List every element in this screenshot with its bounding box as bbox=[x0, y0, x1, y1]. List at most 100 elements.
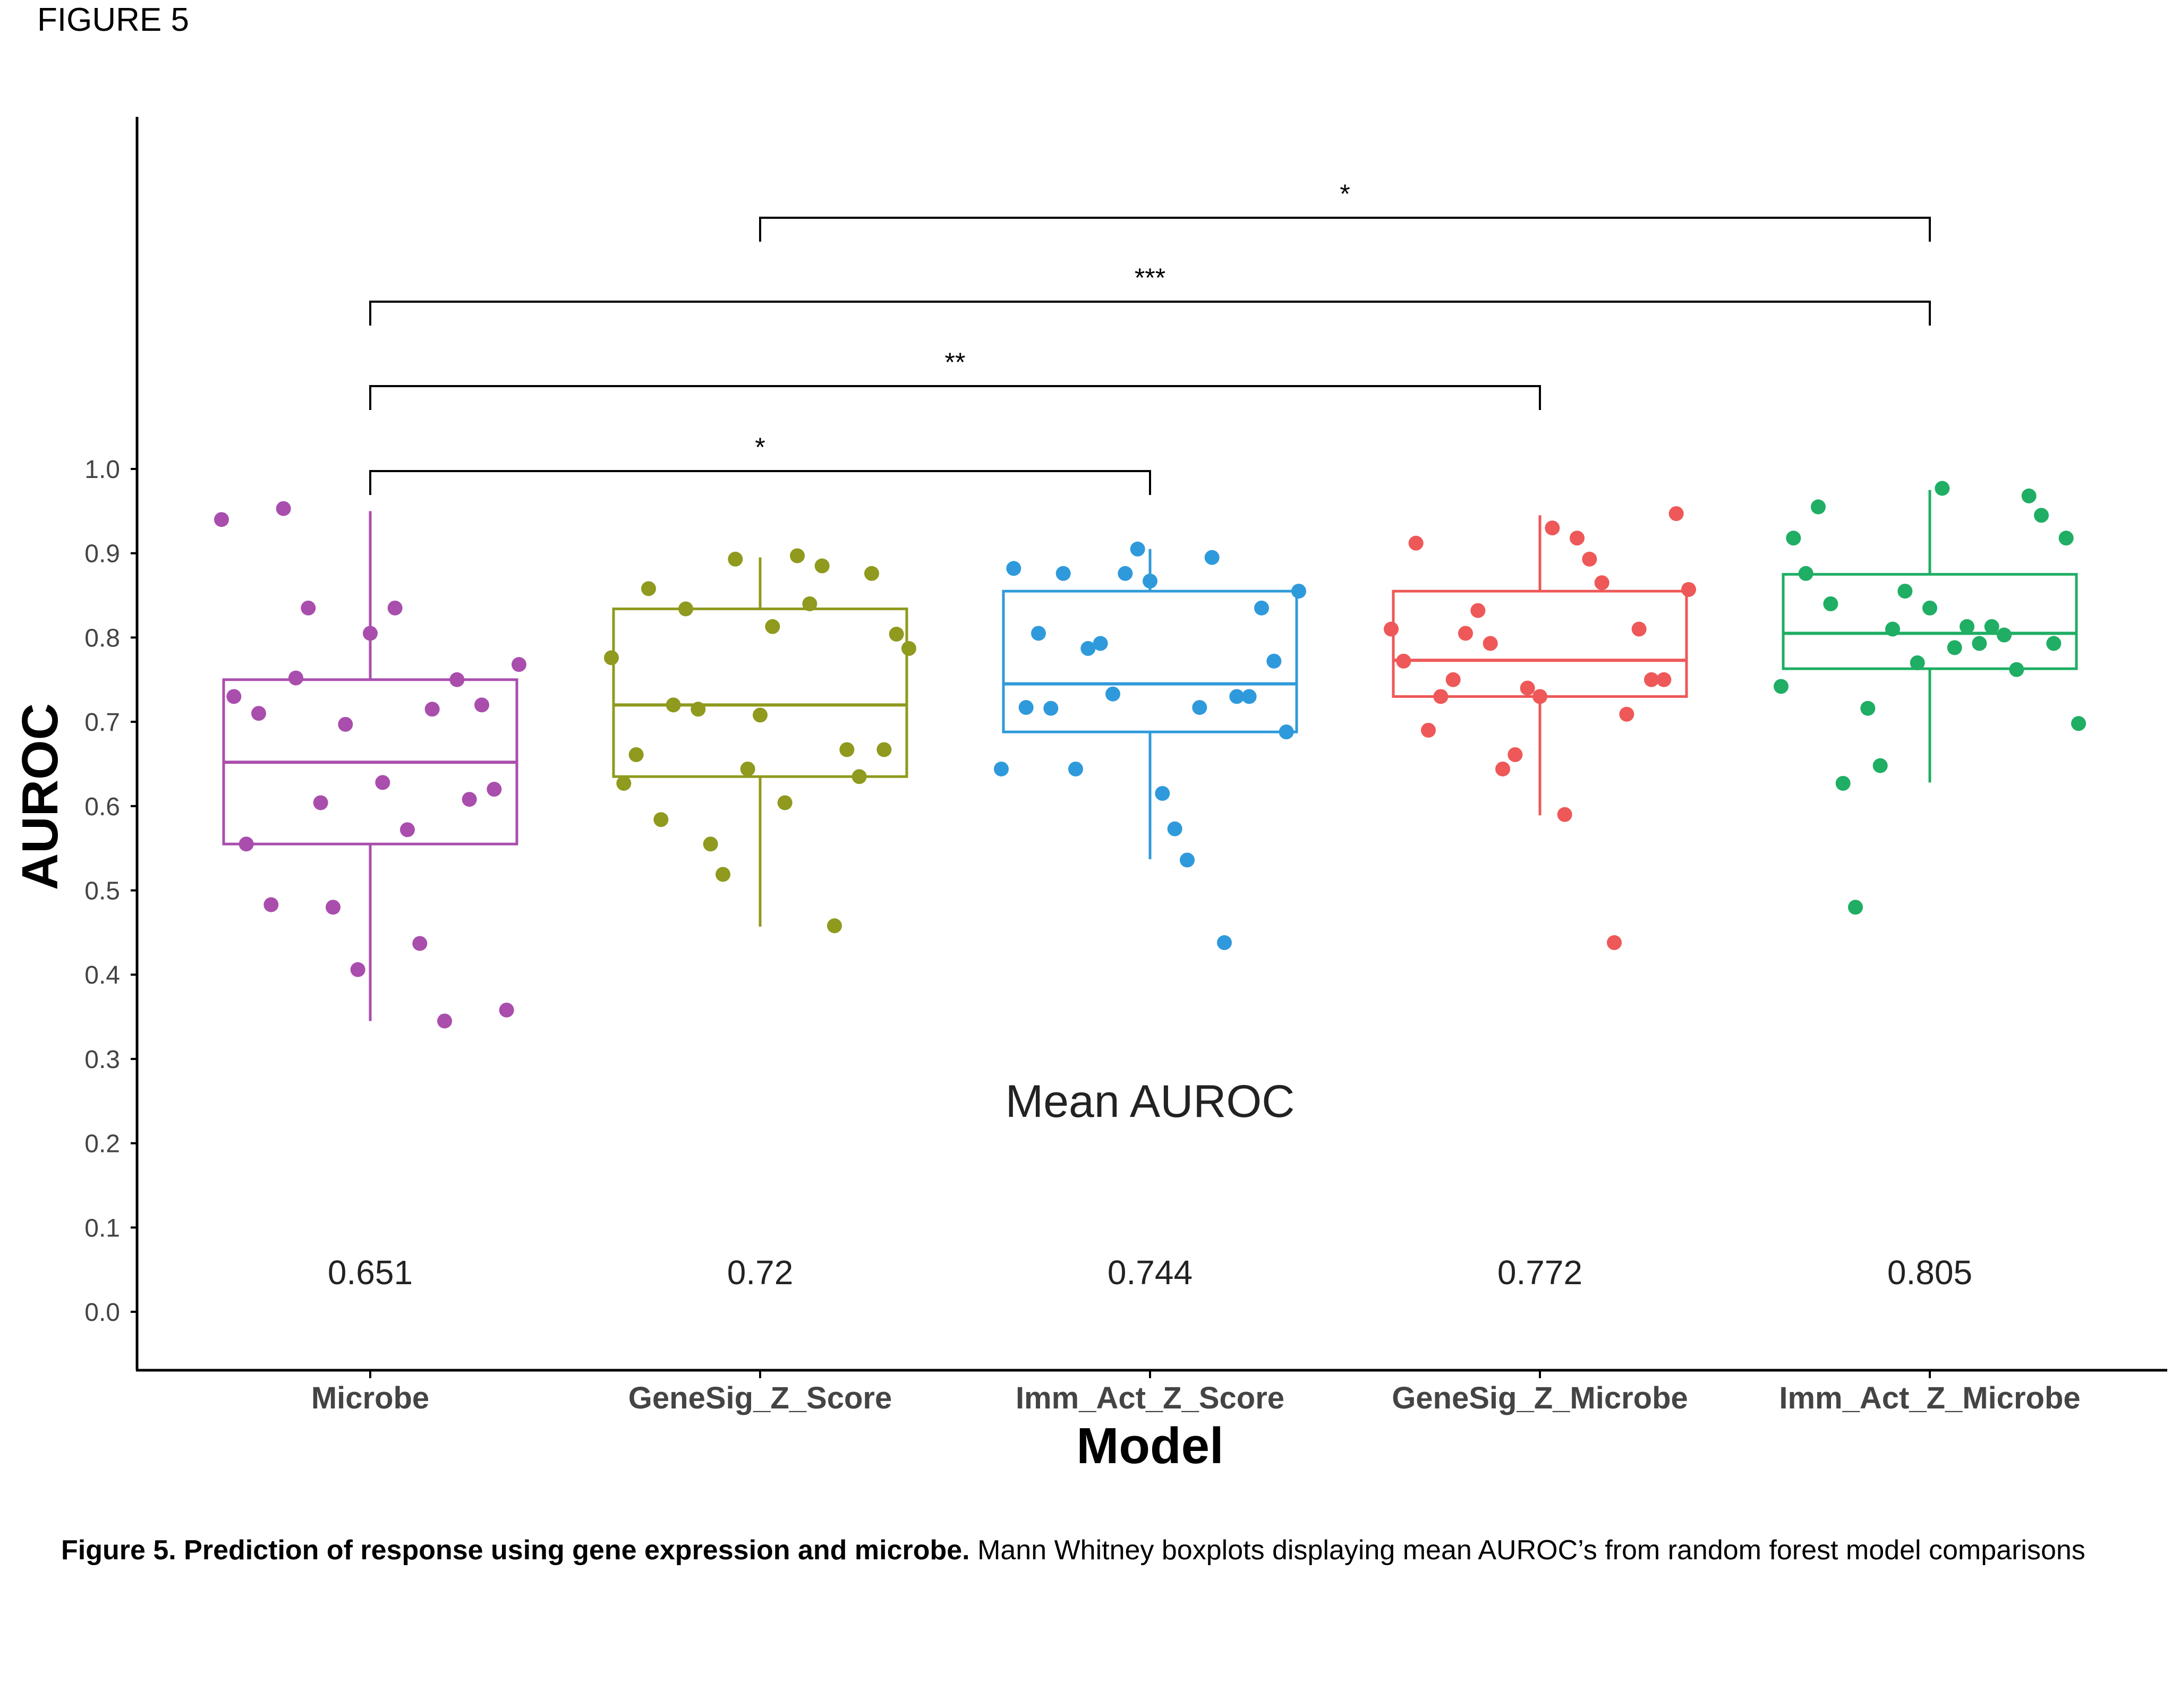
data-point bbox=[753, 707, 768, 723]
mean-auroc-label: Mean AUROC bbox=[1006, 1076, 1295, 1127]
data-point bbox=[691, 702, 706, 717]
y-tick-label: 0.1 bbox=[84, 1214, 120, 1242]
data-point bbox=[1229, 689, 1245, 704]
data-point bbox=[765, 619, 780, 634]
mean-values: 0.651 0.72 0.744 0.772 0.805 bbox=[328, 1253, 1972, 1292]
data-point bbox=[790, 548, 805, 563]
data-point bbox=[1557, 807, 1572, 822]
data-point bbox=[2021, 488, 2037, 503]
data-point bbox=[901, 641, 916, 656]
data-point bbox=[1217, 935, 1232, 950]
data-point bbox=[1093, 636, 1108, 651]
data-point bbox=[716, 867, 730, 882]
y-axis-title: AUROC bbox=[12, 703, 69, 890]
y-tick-label: 0.3 bbox=[84, 1046, 120, 1074]
data-point bbox=[226, 689, 242, 704]
data-point bbox=[1006, 561, 1021, 576]
box-imm-act-z-microbe bbox=[1782, 490, 2078, 783]
data-point bbox=[1192, 700, 1207, 715]
y-tick-label: 0.0 bbox=[84, 1299, 120, 1327]
data-point bbox=[263, 897, 279, 912]
data-point bbox=[1155, 785, 1170, 801]
figure-caption: Figure 5. Prediction of response using g… bbox=[61, 1532, 2133, 1568]
axes: AUROC Model Mean AUROC bbox=[12, 117, 2167, 1474]
data-point bbox=[1130, 541, 1145, 557]
data-point bbox=[1582, 551, 1597, 567]
data-point bbox=[728, 551, 743, 567]
x-tick-label: Microbe bbox=[311, 1381, 429, 1415]
data-point bbox=[1644, 672, 1659, 687]
data-point bbox=[604, 650, 619, 665]
data-point bbox=[1143, 574, 1157, 589]
data-point bbox=[1848, 900, 1863, 915]
data-point bbox=[1458, 626, 1473, 641]
data-point bbox=[2009, 662, 2024, 677]
data-point bbox=[1068, 761, 1083, 776]
data-point bbox=[363, 626, 378, 641]
data-point bbox=[487, 782, 502, 797]
y-tick-label: 0.4 bbox=[84, 961, 120, 989]
significance-label: ** bbox=[945, 347, 966, 377]
data-point bbox=[777, 795, 793, 810]
mean-value: 0.744 bbox=[1108, 1253, 1193, 1292]
data-point bbox=[313, 795, 328, 810]
data-point bbox=[703, 836, 718, 852]
data-point bbox=[1433, 689, 1449, 704]
data-point bbox=[2058, 531, 2074, 546]
data-point bbox=[1018, 700, 1034, 715]
data-point bbox=[512, 657, 526, 672]
data-point bbox=[1681, 582, 1696, 597]
mean-value: 0.72 bbox=[727, 1253, 794, 1292]
data-point bbox=[2034, 508, 2049, 523]
data-point bbox=[1823, 596, 1838, 611]
data-point bbox=[666, 697, 681, 713]
significance-bracket bbox=[759, 217, 1931, 242]
data-point bbox=[288, 670, 303, 686]
data-point bbox=[1811, 499, 1826, 515]
figure-label: FIGURE 5 bbox=[37, 2, 189, 38]
data-point bbox=[1835, 775, 1851, 791]
data-point bbox=[387, 600, 403, 616]
data-point bbox=[1291, 584, 1306, 599]
data-point bbox=[740, 761, 755, 776]
data-point bbox=[864, 566, 879, 581]
data-point bbox=[1167, 821, 1182, 836]
data-point bbox=[301, 600, 316, 616]
data-point bbox=[350, 962, 365, 977]
data-point bbox=[1421, 722, 1436, 738]
x-tick-label: GeneSig_Z_Score bbox=[628, 1381, 892, 1415]
data-point bbox=[1180, 852, 1195, 868]
data-point bbox=[424, 702, 440, 717]
data-point bbox=[1118, 566, 1133, 581]
data-point bbox=[1570, 531, 1585, 546]
data-point bbox=[239, 836, 254, 852]
data-point bbox=[1031, 626, 1046, 641]
y-tick-label: 0.6 bbox=[84, 793, 120, 821]
x-ticks: Microbe GeneSig_Z_Score Imm_Act_Z_Score Gen… bbox=[311, 1370, 2081, 1415]
data-point bbox=[641, 581, 656, 596]
boxplot-chart: AUROC Model Mean AUROC 0.00.10.20.30.40.… bbox=[12, 117, 2167, 1474]
data-point bbox=[1631, 621, 1647, 637]
data-point bbox=[1656, 672, 1672, 687]
data-point bbox=[462, 792, 477, 807]
data-points bbox=[214, 481, 2086, 1029]
data-point bbox=[1972, 636, 1987, 651]
x-tick-label: Imm_Act_Z_Microbe bbox=[1779, 1381, 2080, 1415]
data-point bbox=[678, 601, 693, 617]
significance-bracket bbox=[369, 470, 1151, 495]
data-point bbox=[2071, 716, 2086, 731]
data-point bbox=[1105, 686, 1120, 702]
box-genesig-z-score bbox=[612, 557, 908, 927]
data-point bbox=[251, 706, 266, 721]
data-point bbox=[214, 512, 229, 527]
data-point bbox=[1396, 653, 1411, 669]
data-point bbox=[1545, 520, 1560, 536]
data-point bbox=[1935, 481, 1950, 496]
data-point bbox=[1532, 689, 1547, 704]
data-point bbox=[1520, 680, 1535, 696]
data-point bbox=[889, 627, 904, 642]
data-point bbox=[1668, 506, 1684, 522]
mean-value: 0.772 bbox=[1497, 1253, 1582, 1292]
box-microbe bbox=[222, 511, 518, 1021]
mean-value: 0.651 bbox=[328, 1253, 413, 1292]
